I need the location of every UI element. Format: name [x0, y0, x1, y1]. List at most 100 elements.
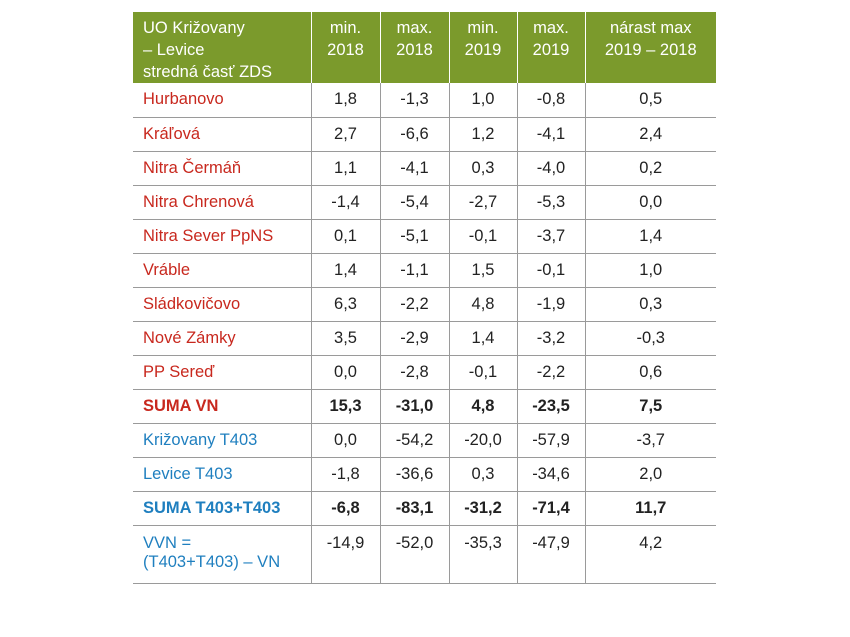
cell-max-2019: -71,4	[516, 491, 585, 526]
cell-min-2019: -0,1	[448, 355, 517, 390]
header-min-2018-line-1: min.	[329, 19, 362, 37]
cell-min-2019: -20,0	[448, 423, 517, 458]
header-min-2018: min. 2018	[310, 12, 380, 83]
row-station-name: Nitra Čermáň	[133, 151, 311, 186]
cell-min-2018: -1,4	[310, 185, 380, 220]
cell-max-2019: -4,1	[516, 117, 585, 152]
row-station-name: Vráble	[133, 253, 311, 288]
cell-increase: 1,0	[584, 253, 716, 288]
cell-max-2019: -34,6	[516, 457, 585, 492]
cell-max-2018: -36,6	[379, 457, 449, 492]
header-max-2019: max. 2019	[516, 12, 585, 83]
cell-min-2019: 4,8	[448, 287, 517, 322]
header-min-2018-line-2: 2018	[327, 41, 364, 59]
cell-min-2019: 1,0	[448, 83, 517, 118]
cell-min-2018: 15,3	[310, 389, 380, 424]
cell-increase: 1,4	[584, 219, 716, 254]
cell-max-2019: -3,2	[516, 321, 585, 356]
row-station-name: SUMA T403+T403	[133, 491, 311, 526]
cell-min-2018: 0,1	[310, 219, 380, 254]
header-station-line-1: UO Križovany	[143, 19, 245, 37]
table-row: Nitra Čermáň 1,1 -4,1 0,3 -4,0 0,2	[133, 151, 716, 186]
table-row: Hurbanovo 1,8 -1,3 1,0 -0,8 0,5	[133, 83, 716, 118]
cell-increase: 2,0	[584, 457, 716, 492]
header-max-2019-line-1: max.	[533, 19, 569, 37]
cell-max-2019: -2,2	[516, 355, 585, 390]
row-station-name: Sládkovičovo	[133, 287, 311, 322]
table-row: Nitra Sever PpNS 0,1 -5,1 -0,1 -3,7 1,4	[133, 219, 716, 254]
cell-min-2018: -14,9	[310, 525, 380, 584]
cell-max-2018: -2,8	[379, 355, 449, 390]
cell-increase: -3,7	[584, 423, 716, 458]
cell-max-2018: -4,1	[379, 151, 449, 186]
cell-max-2018: -2,2	[379, 287, 449, 322]
header-min-2019-line-2: 2019	[464, 41, 502, 59]
header-row: UO Križovany – Levice stredná časť ZDS m…	[133, 12, 716, 83]
cell-min-2019: 1,5	[448, 253, 517, 288]
table-row: PP Sereď 0,0 -2,8 -0,1 -2,2 0,6	[133, 355, 716, 390]
cell-increase: 4,2	[584, 525, 716, 584]
cell-max-2019: -5,3	[516, 185, 585, 220]
cell-min-2018: -6,8	[310, 491, 380, 526]
cell-min-2018: 3,5	[310, 321, 380, 356]
header-station: UO Križovany – Levice stredná časť ZDS	[133, 12, 311, 83]
cell-min-2018: 6,3	[310, 287, 380, 322]
cell-max-2018: -1,1	[379, 253, 449, 288]
header-increase-line-2: 2019 – 2018	[604, 41, 697, 59]
row-station-name: VVN = (T403+T403) – VN	[133, 525, 311, 584]
cell-max-2018: -31,0	[379, 389, 449, 424]
table-body: Hurbanovo 1,8 -1,3 1,0 -0,8 0,5 Kráľová …	[133, 83, 716, 584]
cell-increase: 0,3	[584, 287, 716, 322]
cell-min-2019: -2,7	[448, 185, 517, 220]
cell-increase: 0,5	[584, 83, 716, 118]
cell-min-2019: 0,3	[448, 151, 517, 186]
row-station-name: Križovany T403	[133, 423, 311, 458]
cell-increase: 0,2	[584, 151, 716, 186]
cell-max-2018: -52,0	[379, 525, 449, 584]
table-row: Nitra Chrenová -1,4 -5,4 -2,7 -5,3 0,0	[133, 185, 716, 220]
row-station-name: Nitra Chrenová	[133, 185, 311, 220]
cell-increase: 11,7	[584, 491, 716, 526]
cell-min-2019: -35,3	[448, 525, 517, 584]
table-row: Sládkovičovo 6,3 -2,2 4,8 -1,9 0,3	[133, 287, 716, 322]
cell-max-2019: -23,5	[516, 389, 585, 424]
header-station-line-2: – Levice	[143, 41, 205, 59]
row-station-name: PP Sereď	[133, 355, 311, 390]
header-min-2019: min. 2019	[448, 12, 517, 83]
cell-max-2018: -54,2	[379, 423, 449, 458]
header-max-2018: max. 2018	[379, 12, 449, 83]
cell-min-2019: 0,3	[448, 457, 517, 492]
row-vvn-line-1: VVN =	[143, 533, 192, 552]
header-max-2018-line-1: max.	[396, 19, 433, 37]
cell-max-2019: -57,9	[516, 423, 585, 458]
row-station-name: Kráľová	[133, 117, 311, 152]
data-table: UO Križovany – Levice stredná časť ZDS m…	[133, 12, 716, 584]
table-row: Križovany T403 0,0 -54,2 -20,0 -57,9 -3,…	[133, 423, 716, 458]
cell-min-2018: 0,0	[310, 423, 380, 458]
cell-max-2018: -5,4	[379, 185, 449, 220]
cell-max-2018: -2,9	[379, 321, 449, 356]
cell-max-2019: -0,8	[516, 83, 585, 118]
cell-min-2018: 1,1	[310, 151, 380, 186]
table-row-vvn: VVN = (T403+T403) – VN -14,9 -52,0 -35,3…	[133, 525, 716, 584]
row-station-name: SUMA VN	[133, 389, 311, 424]
cell-max-2019: -0,1	[516, 253, 585, 288]
cell-max-2018: -83,1	[379, 491, 449, 526]
cell-min-2018: 1,4	[310, 253, 380, 288]
table-row: Nové Zámky 3,5 -2,9 1,4 -3,2 -0,3	[133, 321, 716, 356]
header-max-2018-line-2: 2018	[396, 41, 433, 59]
table-row: Levice T403 -1,8 -36,6 0,3 -34,6 2,0	[133, 457, 716, 492]
cell-min-2019: 4,8	[448, 389, 517, 424]
row-vvn-line-2: (T403+T403) – VN	[143, 552, 281, 571]
table-row-sum-t403: SUMA T403+T403 -6,8 -83,1 -31,2 -71,4 11…	[133, 491, 716, 526]
cell-max-2019: -1,9	[516, 287, 585, 322]
header-min-2019-line-1: min.	[467, 19, 499, 37]
table-row-sum-vn: SUMA VN 15,3 -31,0 4,8 -23,5 7,5	[133, 389, 716, 424]
cell-max-2019: -47,9	[516, 525, 585, 584]
header-increase: nárast max 2019 – 2018	[584, 12, 716, 83]
cell-increase: -0,3	[584, 321, 716, 356]
row-station-name: Nové Zámky	[133, 321, 311, 356]
cell-max-2018: -6,6	[379, 117, 449, 152]
row-station-name: Levice T403	[133, 457, 311, 492]
header-increase-line-1: nárast max	[609, 19, 692, 37]
